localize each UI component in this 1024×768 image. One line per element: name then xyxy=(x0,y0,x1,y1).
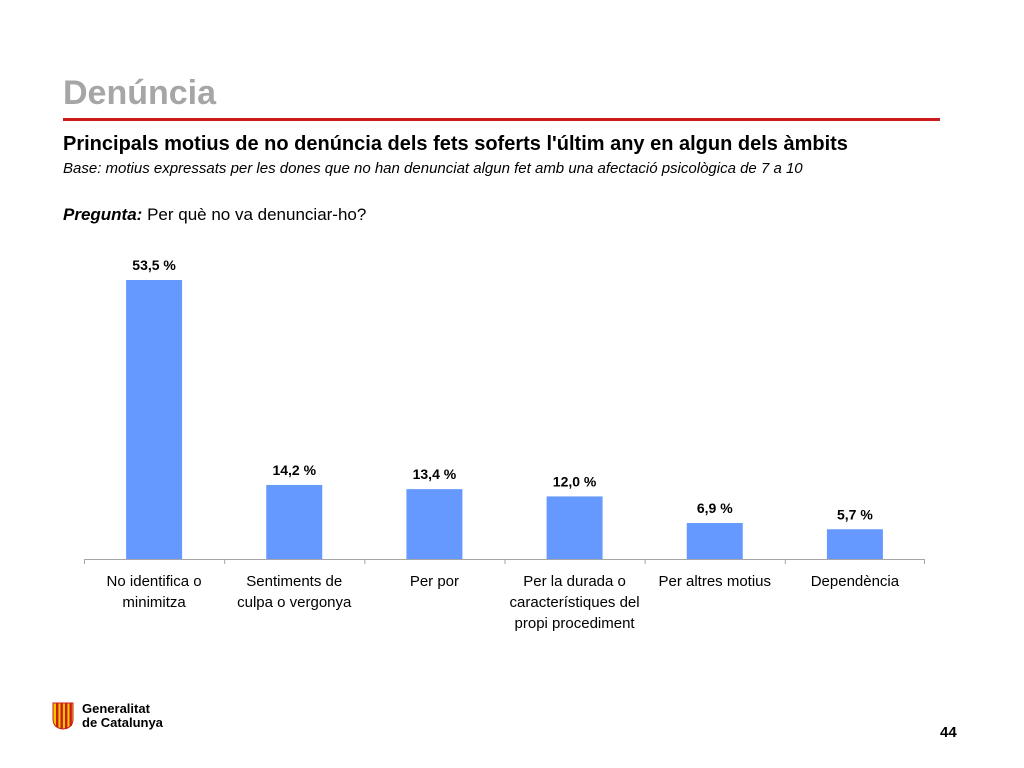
category-label: culpa o vergonya xyxy=(237,594,352,611)
page-number: 44 xyxy=(940,724,957,741)
bar-chart: 53,5 % No identifica o minimitza 14,2 % Sent… xyxy=(84,257,925,632)
category-label: Per por xyxy=(410,573,459,590)
question-label: Pregunta: xyxy=(63,205,143,224)
bar xyxy=(266,484,323,559)
title-divider xyxy=(63,118,940,121)
bar xyxy=(826,529,883,559)
bar xyxy=(546,496,603,559)
data-label: 53,5 % xyxy=(132,257,176,273)
category-label: Sentiments de xyxy=(246,573,342,590)
data-label: 14,2 % xyxy=(272,462,316,478)
question: Pregunta: Per què no va denunciar-ho? xyxy=(63,205,366,225)
question-text: Per què no va denunciar-ho? xyxy=(142,205,367,224)
logo-line-1: Generalitat xyxy=(82,701,150,716)
bar xyxy=(406,489,463,559)
catalan-flag-icon xyxy=(52,702,74,730)
chart-subtitle: Principals motius de no denúncia dels fe… xyxy=(63,133,848,155)
category-label: propi procediment xyxy=(515,615,636,632)
category-label: No identifica o xyxy=(107,573,202,590)
data-label: 13,4 % xyxy=(413,466,457,482)
category-label: Per la durada o xyxy=(523,573,626,590)
data-label: 6,9 % xyxy=(697,500,733,516)
category-label: minimitza xyxy=(122,594,186,611)
generalitat-logo: Generalitat de Catalunya xyxy=(52,702,163,730)
category-label: característiques del xyxy=(510,594,640,611)
logo-line-2: de Catalunya xyxy=(82,715,163,730)
base-note: Base: motius expressats per les dones qu… xyxy=(63,160,803,177)
category-label: Dependència xyxy=(811,573,900,590)
bar xyxy=(126,280,183,559)
section-title: Denúncia xyxy=(63,74,217,112)
data-label: 12,0 % xyxy=(553,473,597,489)
bar xyxy=(686,523,743,559)
category-label: Per altres motius xyxy=(658,573,771,590)
data-label: 5,7 % xyxy=(837,506,873,522)
